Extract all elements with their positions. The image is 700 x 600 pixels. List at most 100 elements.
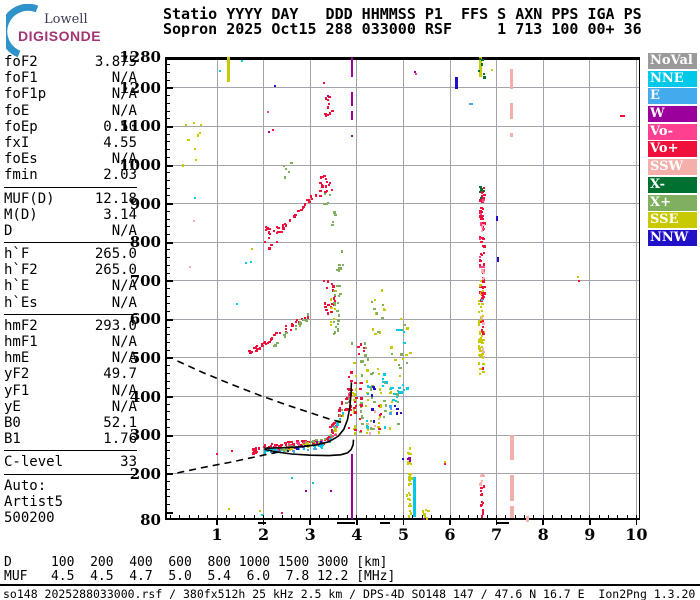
- echo-point: [483, 296, 486, 299]
- echo-point: [478, 292, 482, 295]
- echo-point: [370, 384, 374, 387]
- param-value: N/A: [111, 86, 137, 103]
- echo-point: [310, 441, 313, 444]
- echo-point: [279, 230, 283, 233]
- echo-point: [479, 256, 482, 259]
- echo-point: [477, 353, 481, 356]
- echo-point: [480, 241, 484, 244]
- echo-point: [338, 413, 341, 417]
- x-axis-minor-tick: [328, 515, 330, 520]
- echo-point: [330, 110, 334, 113]
- echo-point: [283, 165, 286, 168]
- echo-point: [369, 388, 372, 391]
- echo-point: [275, 331, 278, 334]
- echo-point: [347, 393, 350, 397]
- echo-point: [482, 362, 486, 365]
- echo-point: [319, 194, 323, 197]
- echo-point: [192, 219, 195, 222]
- echo-point: [409, 510, 412, 513]
- echo-point: [409, 503, 412, 506]
- echo-point: [282, 226, 286, 229]
- echo-point: [333, 302, 337, 305]
- echo-point: [296, 442, 299, 445]
- echo-point: [284, 168, 287, 171]
- param-label: h`E: [4, 278, 30, 295]
- param-row: h`F2 265.0: [4, 262, 137, 278]
- param-value: 2.03: [103, 167, 137, 184]
- echo-point: [482, 207, 485, 210]
- x-axis-minor-tick: [486, 515, 488, 520]
- echo-point: [366, 419, 369, 422]
- legend-item-ssw: SSW: [648, 159, 697, 176]
- y-axis-label: 300: [129, 426, 161, 445]
- echo-point: [318, 441, 321, 444]
- echo-point: [354, 400, 357, 403]
- x-axis-minor-tick: [589, 515, 591, 520]
- param-label: yF1: [4, 382, 30, 399]
- y-axis-tick: [165, 311, 170, 313]
- echo-vline: [350, 92, 353, 107]
- y-axis-tick: [165, 280, 173, 283]
- echo-point: [216, 453, 218, 456]
- gridline-v: [635, 57, 637, 520]
- echo-point: [338, 313, 341, 317]
- y-axis-tick: [165, 450, 170, 452]
- echo-point: [271, 337, 274, 340]
- echo-point: [338, 408, 342, 411]
- echo-point: [306, 313, 309, 317]
- logo-lowell-text: Lowell: [44, 12, 88, 27]
- echo-point: [200, 123, 203, 126]
- param-label: yE: [4, 398, 21, 415]
- param-group-divider: [4, 186, 137, 188]
- echo-point: [304, 490, 307, 493]
- y-axis-tick: [165, 133, 170, 135]
- echo-point: [423, 517, 426, 520]
- echo-point: [276, 443, 279, 446]
- echo-point: [274, 84, 277, 87]
- echo-point: [292, 450, 295, 454]
- y-axis-tick: [165, 241, 173, 244]
- echo-point: [362, 347, 365, 350]
- echo-point: [478, 367, 482, 370]
- echo-vline: [350, 57, 353, 78]
- x-axis-minor-tick: [579, 515, 581, 520]
- echo-point: [328, 437, 332, 440]
- echo-point: [268, 131, 271, 134]
- x-axis-minor-tick: [570, 515, 572, 520]
- echo-point: [341, 411, 344, 414]
- param-value: N/A: [111, 278, 137, 295]
- muf-row: MUF 4.5 4.5 4.7 5.0 5.4 6.0 7.8 12.2 [MH…: [4, 569, 396, 584]
- x-axis-major-tick: [402, 520, 405, 525]
- echo-point: [290, 447, 294, 450]
- x-axis-minor-tick: [430, 515, 432, 520]
- echo-point: [408, 492, 411, 495]
- echo-point: [300, 318, 303, 321]
- echo-point: [381, 289, 384, 293]
- param-label: C-level: [4, 454, 64, 471]
- echo-point: [295, 446, 299, 450]
- y-axis-tick: [165, 488, 170, 490]
- y-axis-tick: [165, 118, 170, 120]
- echo-point: [337, 266, 340, 269]
- echo-point: [306, 198, 309, 201]
- transmission-curve-dashed-1: [177, 450, 283, 474]
- echo-point: [254, 350, 258, 353]
- x-axis-minor-tick: [552, 515, 554, 520]
- echo-point: [360, 396, 364, 400]
- echo-point: [302, 318, 306, 321]
- echo-point: [317, 442, 320, 445]
- echo-point: [408, 494, 411, 497]
- echo-point: [336, 310, 340, 313]
- echo-point: [267, 445, 270, 448]
- echo-point: [334, 425, 337, 428]
- legend-item-nnw: NNW: [648, 229, 697, 246]
- echo-point: [338, 295, 341, 298]
- echo-point: [264, 343, 267, 346]
- echo-point: [353, 425, 356, 429]
- echo-point: [276, 331, 279, 334]
- gridline-h: [165, 203, 640, 205]
- echo-point: [194, 196, 197, 199]
- echo-point: [219, 69, 222, 72]
- echo-point: [389, 387, 392, 391]
- echo-point: [330, 298, 333, 302]
